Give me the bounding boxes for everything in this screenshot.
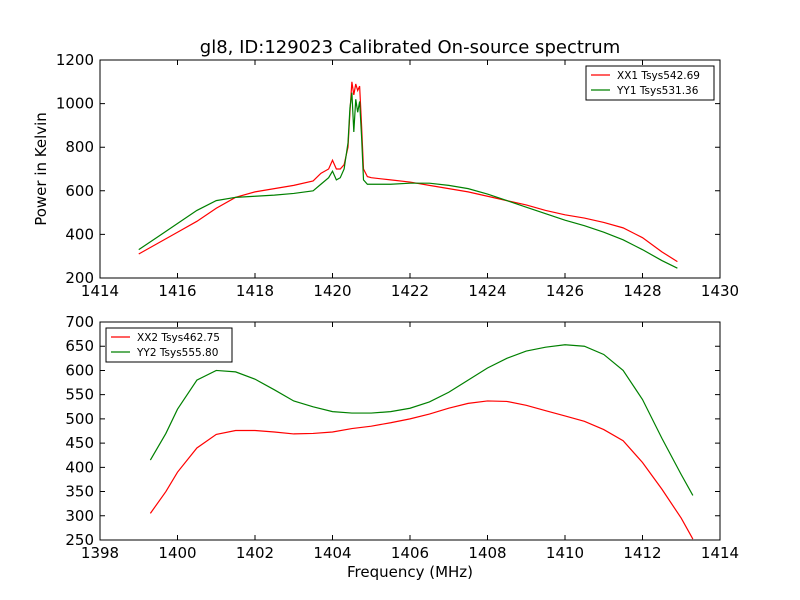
y-tick-label: 400 <box>65 458 94 476</box>
chart-title: gl8, ID:129023 Calibrated On-source spec… <box>200 37 620 58</box>
x-tick-label: 1426 <box>546 282 584 300</box>
series-line-2 <box>149 344 694 496</box>
legend: XX2 Tsys462.75 YY2 Tsys555.80 <box>105 327 233 363</box>
top-plot: 1414 1416 1418 1420 1422 1424 1426 1428 1430 200 4… <box>32 51 739 300</box>
x-tick-label: 1416 <box>158 282 196 300</box>
y-axis-label: Power in Kelvin <box>32 112 50 226</box>
y-tick-label: 700 <box>65 313 94 331</box>
x-tick-label: 1404 <box>313 544 351 562</box>
bottom-plot: 1398 1400 1402 1404 1406 1408 1410 1412 1414 250 3… <box>65 313 739 562</box>
y-tick-label: 650 <box>65 337 94 355</box>
series-line-2 <box>138 92 678 269</box>
x-tick-label: 1398 <box>81 544 119 562</box>
x-tick-label: 1412 <box>623 544 661 562</box>
x-tick-label: 1402 <box>236 544 274 562</box>
y-tick-label: 800 <box>65 138 94 156</box>
y-tick-label: 1200 <box>56 51 94 69</box>
y-tick-label: 600 <box>65 182 94 200</box>
y-tick-label: 600 <box>65 361 94 379</box>
y-tick-label: 300 <box>65 507 94 525</box>
legend-label: XX1 Tsys542.69 <box>617 70 700 82</box>
y-tick-label: 1000 <box>56 95 94 113</box>
x-tick-label: 1430 <box>701 282 739 300</box>
y-tick-label: 350 <box>65 483 94 501</box>
y-tick-label: 400 <box>65 225 94 243</box>
y-tick-label: 450 <box>65 434 94 452</box>
x-tick-label: 1420 <box>313 282 351 300</box>
x-tick-label: 1410 <box>546 544 584 562</box>
y-tick-label: 550 <box>65 386 94 404</box>
legend-label: YY1 Tsys531.36 <box>616 85 699 97</box>
x-axis-label: Frequency (MHz) <box>347 563 473 581</box>
x-tick-label: 1406 <box>391 544 429 562</box>
x-tick-label: 1422 <box>391 282 429 300</box>
series-line-1 <box>149 400 694 540</box>
series-line-1 <box>138 81 678 263</box>
y-tick-label: 200 <box>65 269 94 287</box>
y-tick-label: 250 <box>65 531 94 549</box>
x-tick-label: 1414 <box>81 282 119 300</box>
legend-label: XX2 Tsys462.75 <box>137 332 220 344</box>
x-tick-label: 1424 <box>468 282 506 300</box>
x-tick-label: 1414 <box>701 544 739 562</box>
x-tick-label: 1408 <box>468 544 506 562</box>
x-tick-label: 1400 <box>158 544 196 562</box>
x-tick-label: 1418 <box>236 282 274 300</box>
x-tick-label: 1428 <box>623 282 661 300</box>
legend-label: YY2 Tsys555.80 <box>136 347 218 359</box>
y-tick-label: 500 <box>65 410 94 428</box>
legend: XX1 Tsys542.69 YY1 Tsys531.36 <box>585 65 715 101</box>
